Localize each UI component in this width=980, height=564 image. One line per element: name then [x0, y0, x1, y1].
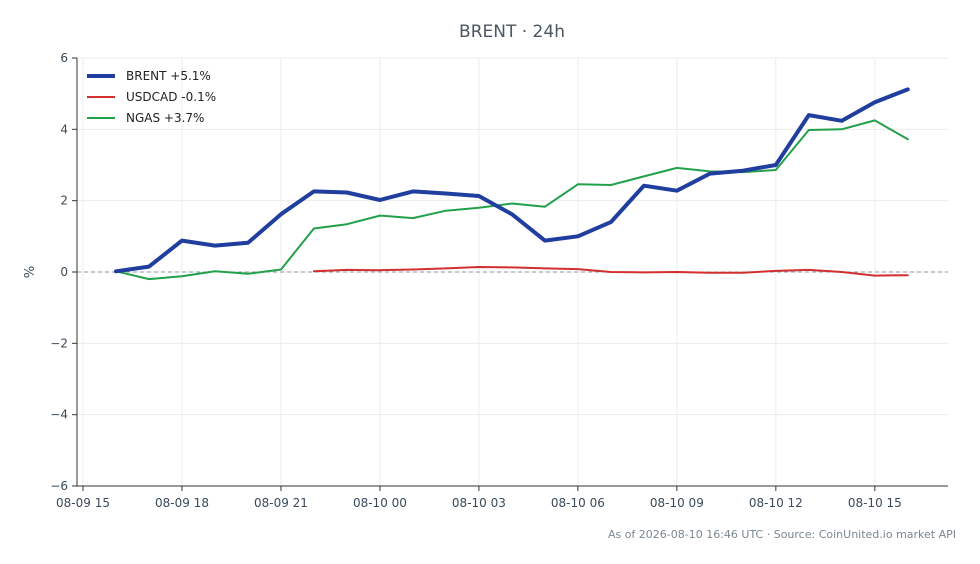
footer-source: As of 2026-08-10 16:46 UTC · Source: Coi… — [608, 528, 956, 541]
y-tick-label: 2 — [60, 194, 68, 208]
chart-title: BRENT · 24h — [459, 22, 565, 42]
y-tick-label: −6 — [50, 479, 68, 493]
y-tick-label: −2 — [50, 336, 68, 350]
x-tick-label: 08-10 12 — [749, 496, 803, 510]
y-axis-label: % — [23, 266, 38, 278]
x-tick-label: 08-10 15 — [848, 496, 902, 510]
x-tick-label: 08-10 06 — [551, 496, 605, 510]
axes: 6 4 2 0 −2 −4 −6 08-09 15 08-09 18 08-09 21 08-10 … — [50, 51, 948, 510]
series-line-ngas — [115, 119, 909, 281]
x-tick-label: 08-09 18 — [155, 496, 209, 510]
legend-label: USDCAD -0.1% — [126, 90, 216, 104]
y-tick-label: 6 — [60, 51, 68, 65]
x-tick-label: 08-09 15 — [56, 496, 110, 510]
legend-label: BRENT +5.1% — [126, 69, 211, 83]
x-tick-label: 08-10 09 — [650, 496, 704, 510]
series-line-brent — [114, 87, 910, 274]
series-lines — [114, 87, 910, 281]
y-tick-label: 4 — [60, 122, 68, 136]
x-tick-label: 08-10 03 — [452, 496, 506, 510]
legend-label: NGAS +3.7% — [126, 111, 204, 125]
legend: BRENT +5.1% USDCAD -0.1% NGAS +3.7% — [87, 69, 216, 125]
y-tick-label: 0 — [60, 265, 68, 279]
series-line-usdcad — [312, 266, 909, 277]
y-tick-label: −4 — [50, 408, 68, 422]
x-tick-label: 08-10 00 — [353, 496, 407, 510]
x-tick-label: 08-09 21 — [254, 496, 308, 510]
